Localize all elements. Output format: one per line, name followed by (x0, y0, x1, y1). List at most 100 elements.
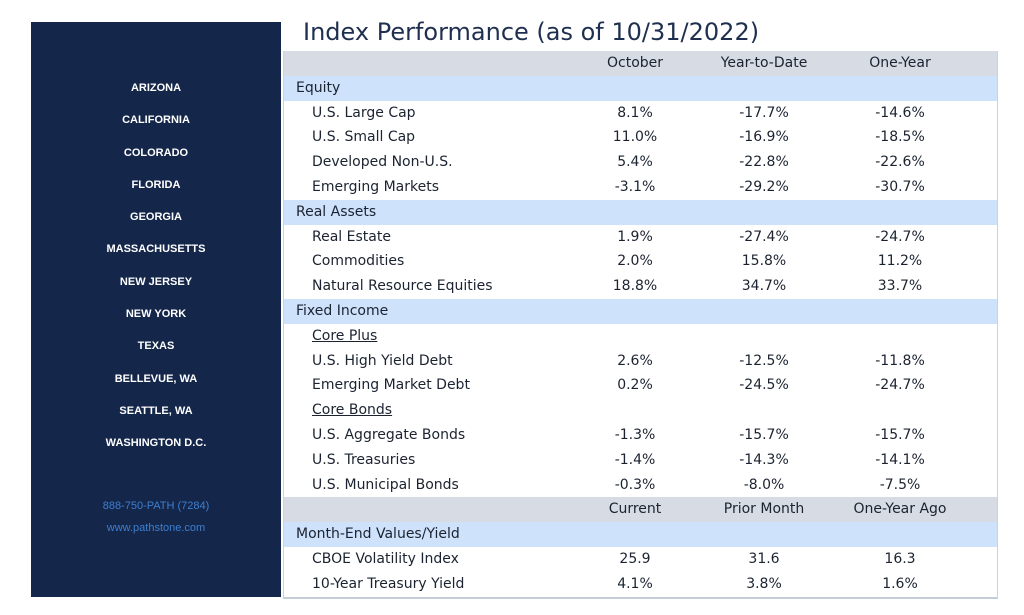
location-item: WASHINGTON D.C. (105, 437, 207, 450)
location-item: TEXAS (137, 340, 175, 353)
row-label: Emerging Markets (312, 178, 440, 195)
cell-october: 0.2% (617, 377, 653, 394)
location-item: ARIZONA (130, 82, 182, 94)
cell-one-year: 33.7% (877, 278, 923, 295)
cell-one-year: 11.2% (877, 253, 923, 270)
cell-october: -3.1% (614, 178, 656, 195)
location-item: CALIFORNIA (122, 114, 190, 127)
cell-october: -1.4% (614, 451, 656, 468)
section-header-fixed-income: Fixed Income (284, 298, 997, 324)
cell-ytd: -8.0% (743, 476, 785, 493)
cell-one-year: -30.7% (875, 178, 925, 195)
row-label: Emerging Market Debt (312, 377, 470, 394)
table-row: U.S. Municipal Bonds -0.3% -8.0% -7.5% (284, 473, 997, 498)
cell-one-year: -18.5% (875, 129, 925, 146)
location-item: COLORADO (123, 146, 189, 159)
subgroup-label: Core Plus (312, 327, 378, 344)
cell-one-year: -14.6% (875, 104, 925, 121)
location-item: NEW JERSEY (119, 275, 193, 288)
cell-ytd: -14.3% (739, 451, 789, 468)
website-link[interactable]: www.pathstone.com (106, 522, 206, 534)
location-item: MASSACHUSETTS (106, 243, 206, 256)
cell-october: 11.0% (612, 129, 658, 146)
row-label: U.S. Aggregate Bonds (312, 426, 466, 443)
cell-ytd: -17.7% (739, 104, 789, 121)
row-label: U.S. High Yield Debt (312, 352, 453, 369)
section-label: Fixed Income (296, 302, 389, 319)
section-header-month-end: Month-End Values/Yield (284, 522, 997, 547)
cell-one-year: -24.7% (875, 228, 925, 245)
location-item: GEORGIA (130, 211, 182, 224)
contact-info: 888-750-PATH (7284) www.pathstone.com (31, 500, 281, 544)
table-row: Emerging Markets -3.1% -29.2% -30.7% (284, 175, 997, 200)
cell-prior-month: 31.6 (748, 550, 780, 567)
location-item: BELLEVUE, WA (114, 372, 198, 385)
subgroup-header-core-bonds: Core Bonds (284, 398, 997, 423)
cell-one-year: -7.5% (879, 476, 921, 493)
row-label: Commodities (312, 253, 405, 270)
row-label: U.S. Small Cap (312, 129, 416, 146)
table-row: Emerging Market Debt 0.2% -24.5% -24.7% (284, 373, 997, 398)
table-row: CBOE Volatility Index 25.9 31.6 16.3 (284, 547, 997, 572)
table-row: U.S. High Yield Debt 2.6% -12.5% -11.8% (284, 349, 997, 374)
cell-october: -0.3% (614, 476, 656, 493)
cell-one-year-ago: 16.3 (884, 550, 916, 567)
subgroup-label: Core Bonds (312, 402, 393, 419)
cell-ytd: -29.2% (739, 178, 789, 195)
cell-ytd: -16.9% (739, 129, 789, 146)
cell-october: -1.3% (614, 426, 656, 443)
location-item: FLORIDA (131, 178, 181, 191)
row-label: U.S. Treasuries (312, 451, 416, 468)
table-row: Real Estate 1.9% -27.4% -24.7% (284, 225, 997, 250)
column-header-one-year: One-Year (869, 55, 931, 71)
location-item: NEW YORK (125, 308, 187, 321)
phone-number: 888-750-PATH (7284) (102, 500, 210, 512)
cell-one-year: -15.7% (875, 426, 925, 443)
cell-one-year-ago: 1.6% (882, 575, 918, 592)
location-item: SEATTLE, WA (119, 404, 193, 417)
cell-ytd: -15.7% (739, 426, 789, 443)
cell-current: 4.1% (617, 575, 653, 592)
month-end-header-row: Current Prior Month One-Year Ago (284, 497, 997, 523)
cell-ytd: -12.5% (739, 352, 789, 369)
section-label: Equity (296, 79, 341, 96)
table-row: Commodities 2.0% 15.8% 11.2% (284, 249, 997, 274)
column-header-current: Current (608, 501, 662, 518)
cell-ytd: 15.8% (741, 253, 787, 270)
row-label: Natural Resource Equities (312, 278, 493, 295)
performance-table: October Year-to-Date One-Year Equity U.S… (283, 51, 998, 599)
table-row: U.S. Aggregate Bonds -1.3% -15.7% -15.7% (284, 423, 997, 448)
cell-prior-month: 3.8% (746, 575, 782, 592)
cell-current: 25.9 (619, 550, 651, 567)
row-label: Developed Non-U.S. (312, 154, 453, 171)
column-header-one-year-ago: One-Year Ago (853, 501, 947, 518)
location-list: ARIZONA CALIFORNIA COLORADO FLORIDA GEOR… (31, 78, 281, 466)
cell-october: 2.6% (617, 352, 653, 369)
cell-october: 1.9% (617, 228, 653, 245)
table-row: U.S. Large Cap 8.1% -17.7% -14.6% (284, 101, 997, 126)
row-label: CBOE Volatility Index (312, 550, 459, 567)
sidebar: ARIZONA CALIFORNIA COLORADO FLORIDA GEOR… (31, 22, 281, 597)
column-header-october: October (606, 55, 664, 71)
cell-october: 5.4% (617, 154, 653, 171)
row-label: 10-Year Treasury Yield (312, 575, 465, 592)
table-row: U.S. Small Cap 11.0% -16.9% -18.5% (284, 125, 997, 150)
cell-october: 2.0% (617, 253, 653, 270)
cell-one-year: -24.7% (875, 377, 925, 394)
column-header-ytd: Year-to-Date (720, 55, 808, 71)
table-row: 10-Year Treasury Yield 4.1% 3.8% 1.6% (284, 572, 997, 597)
column-header-prior-month: Prior Month (723, 501, 805, 518)
cell-october: 18.8% (612, 278, 658, 295)
table-row: Natural Resource Equities 18.8% 34.7% 33… (284, 274, 997, 299)
row-label: Real Estate (312, 228, 391, 245)
row-label: U.S. Municipal Bonds (312, 476, 459, 493)
page-title: Index Performance (as of 10/31/2022) (303, 18, 760, 46)
cell-ytd: -27.4% (739, 228, 789, 245)
table-row: Developed Non-U.S. 5.4% -22.8% -22.6% (284, 150, 997, 175)
section-header-equity: Equity (284, 75, 997, 101)
section-header-real-assets: Real Assets (284, 199, 997, 225)
section-label: Real Assets (296, 203, 377, 220)
cell-one-year: -14.1% (875, 451, 925, 468)
cell-ytd: -22.8% (739, 154, 789, 171)
cell-ytd: -24.5% (739, 377, 789, 394)
